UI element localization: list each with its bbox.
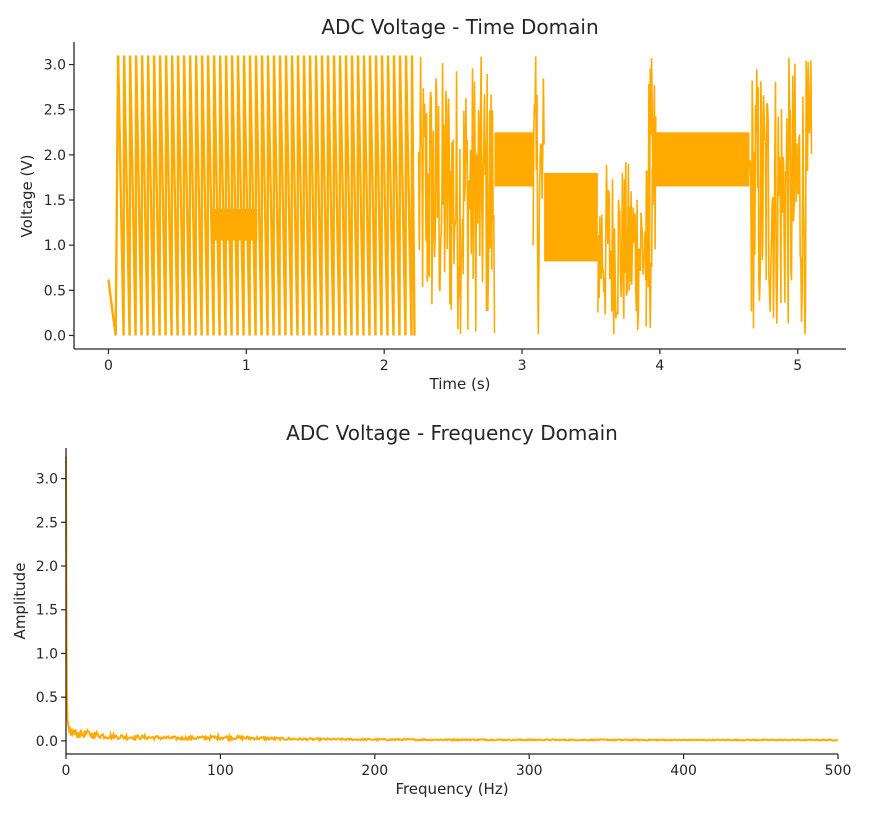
- voltage-noise: [532, 56, 545, 334]
- x-tick-label: 0: [62, 763, 71, 779]
- y-tick-label: 0.5: [44, 283, 66, 299]
- y-tick-label: 2.0: [44, 148, 66, 164]
- chart-title-time: ADC Voltage - Time Domain: [321, 15, 598, 39]
- x-tick-label: 300: [516, 763, 543, 779]
- y-tick-label: 1.5: [44, 193, 66, 209]
- x-tick-label: 400: [670, 763, 697, 779]
- chart-title-frequency: ADC Voltage - Frequency Domain: [286, 421, 618, 445]
- x-tick-label: 500: [825, 763, 852, 779]
- x-axis-label-time: Time (s): [429, 375, 491, 393]
- y-tick-label: 3.0: [36, 472, 58, 488]
- x-tick-label: 5: [793, 358, 802, 374]
- y-axis-label-time: Voltage (V): [18, 155, 36, 238]
- x-tick-label: 2: [380, 358, 389, 374]
- y-tick-label: 1.0: [36, 646, 58, 662]
- frequency-axis-ticks: 0 100 200 300 400 500 0.0 0.5 1.0 1.5 2.0 2.5 3.0: [36, 472, 852, 779]
- voltage-band: [494, 132, 534, 187]
- x-tick-label: 0: [104, 358, 113, 374]
- voltage-noise: [597, 162, 654, 335]
- time-domain-chart: ADC Voltage - Time Domain 0 1 2 3 4 5 0.0 0.5 1.…: [18, 15, 846, 393]
- voltage-band: [544, 172, 598, 262]
- x-tick-label: 1: [242, 358, 251, 374]
- voltage-noise: [645, 58, 657, 327]
- time-plot-area: [107, 55, 813, 336]
- amplitude-line: [65, 456, 839, 743]
- x-axis-label-frequency: Frequency (Hz): [395, 780, 508, 798]
- voltage-noise: [417, 56, 496, 334]
- y-tick-label: 2.5: [44, 103, 66, 119]
- time-axis-ticks: 0 1 2 3 4 5 0.0 0.5 1.0 1.5 2.0 2.5 3.0: [44, 58, 802, 374]
- frequency-domain-chart: ADC Voltage - Frequency Domain 0 100 200 30…: [11, 421, 851, 798]
- voltage-band: [655, 132, 750, 187]
- y-tick-label: 1.5: [36, 603, 58, 619]
- y-axis-label-frequency: Amplitude: [11, 563, 29, 640]
- y-tick-label: 1.0: [44, 238, 66, 254]
- y-tick-label: 2.5: [36, 515, 58, 531]
- x-tick-label: 100: [207, 763, 234, 779]
- y-tick-label: 0.0: [44, 328, 66, 344]
- x-tick-label: 200: [361, 763, 388, 779]
- y-tick-label: 0.5: [36, 690, 58, 706]
- x-tick-label: 3: [518, 358, 527, 374]
- y-tick-label: 0.0: [36, 734, 58, 750]
- y-tick-label: 3.0: [44, 58, 66, 74]
- voltage-noise: [748, 57, 813, 335]
- x-tick-label: 4: [655, 358, 664, 374]
- y-tick-label: 2.0: [36, 559, 58, 575]
- voltage-band: [211, 209, 258, 241]
- frequency-plot-area: [65, 456, 839, 743]
- voltage-line: [107, 55, 120, 336]
- voltage-line: [116, 55, 416, 336]
